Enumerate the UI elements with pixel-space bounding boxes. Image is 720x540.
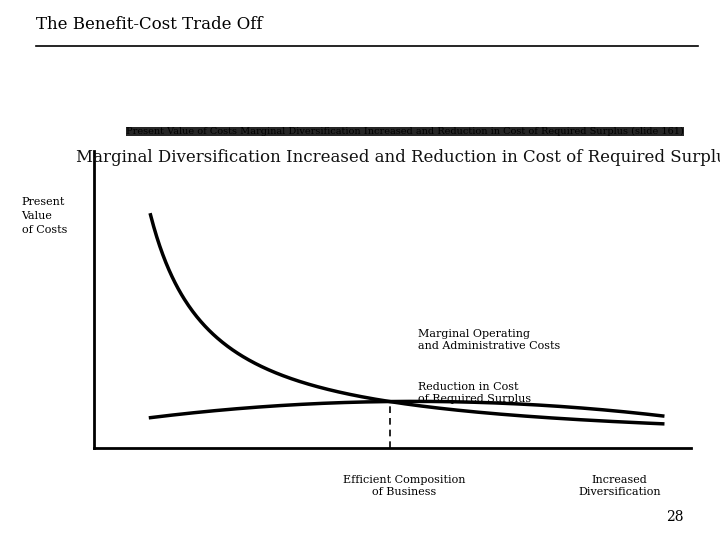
Text: 28: 28	[667, 510, 684, 524]
Text: Marginal Diversification Increased and Reduction in Cost of Required Surplus kee: Marginal Diversification Increased and R…	[76, 148, 720, 165]
Text: Efficient Composition
of Business: Efficient Composition of Business	[343, 475, 466, 497]
Text: Marginal Operating
and Administrative Costs: Marginal Operating and Administrative Co…	[418, 329, 560, 351]
Text: Increased
Diversification: Increased Diversification	[578, 475, 661, 497]
Text: Present Value of Costs Marginal Diversification Increased and Reduction in Cost : Present Value of Costs Marginal Diversif…	[126, 127, 684, 136]
Text: Reduction in Cost
of Required Surplus: Reduction in Cost of Required Surplus	[418, 382, 531, 404]
Text: The Benefit-Cost Trade Off: The Benefit-Cost Trade Off	[36, 16, 263, 33]
Text: Present
Value
of Costs: Present Value of Costs	[22, 197, 67, 235]
